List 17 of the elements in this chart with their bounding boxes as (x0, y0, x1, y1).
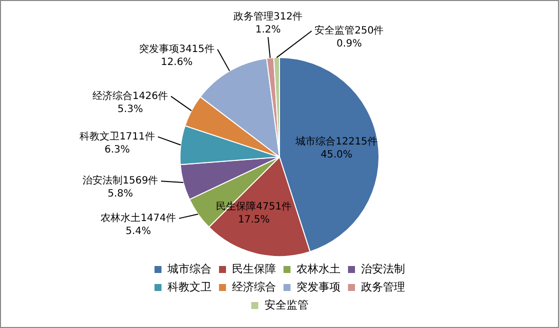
data-label: 政务管理312件 1.2% (234, 10, 303, 36)
legend-label: 治安法制 (361, 262, 405, 276)
legend-label: 农林水土 (296, 262, 340, 276)
legend-label: 经济综合 (232, 280, 276, 294)
data-label: 治安法制1569件 5.8% (82, 174, 158, 200)
legend-label: 民生保障 (232, 262, 276, 276)
legend-label: 安全监管 (264, 298, 308, 312)
data-label: 突发事项3415件 12.6% (139, 42, 215, 68)
data-label: 农林水土1474件 5.4% (100, 212, 176, 238)
legend-label: 城市综合 (166, 262, 212, 276)
legend-label: 突发事项 (296, 280, 340, 294)
legend-label: 科教文卫 (168, 280, 212, 294)
data-label: 科教文卫1711件 6.3% (79, 130, 155, 156)
legend-label: 政务管理 (361, 280, 405, 294)
data-label: 经济综合1426件 5.3% (92, 90, 168, 115)
data-label: 安全监管250件 0.9% (314, 24, 384, 50)
data-label: 城市综合12215件 45.0% (294, 136, 378, 161)
